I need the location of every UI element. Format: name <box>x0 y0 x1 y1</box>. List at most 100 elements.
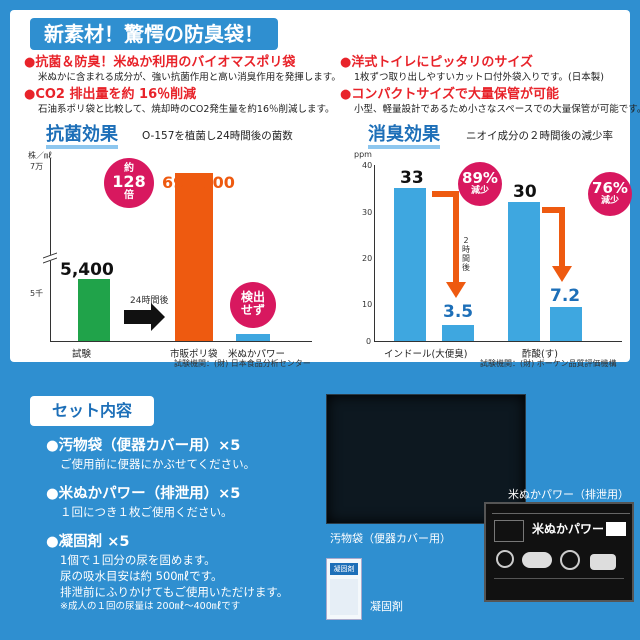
set-item-1: ●汚物袋（便器カバー用）×5 ご使用前に便器にかぶせてください。 <box>46 436 255 472</box>
label-indole: インドール(大便臭) <box>384 349 468 360</box>
label-acetic-before: 30 <box>513 182 537 202</box>
feature-1: ●抗菌＆防臭！米ぬか利用のバイオマスポリ袋 米ぬかに含まれる成分が、強い抗菌作用… <box>24 54 341 85</box>
feature-2-desc: 石油系ポリ袋と比較して、焼却時のCO2発生量を約16％削減します。 <box>38 104 335 115</box>
bar-indole-before <box>394 188 426 341</box>
deodor-title: 消臭効果 <box>368 120 440 149</box>
feature-2-title: ●CO2 排出量を約 16％削減 <box>24 87 197 102</box>
gel-packet-label: 凝固剤 <box>330 563 358 575</box>
set-item-3-line-3: 排泄前にふりかけてもご使用いただけます。 <box>60 585 289 599</box>
antibac-unit: 株／㎖ <box>28 151 52 160</box>
package-illustration-1 <box>496 550 514 568</box>
set-item-1-title: ●汚物袋（便器カバー用）×5 <box>46 438 241 454</box>
badge-line-1: 検出 <box>240 290 265 304</box>
set-item-3-line-1: 1個で１回分の尿を固めます。 <box>60 553 216 567</box>
feature-1-title: ●抗菌＆防臭！米ぬか利用のバイオマスポリ袋 <box>24 55 296 70</box>
not-detected-badge: 検出 せず <box>230 282 276 328</box>
package-label <box>606 522 626 536</box>
set-item-1-line: ご使用前に便器にかぶせてください。 <box>60 457 256 471</box>
banner-title: 新素材！驚愕の防臭袋！ <box>30 18 278 50</box>
deodor-tick-40: 40 <box>362 161 373 170</box>
label-2h: 2 時 間 後 <box>462 236 470 272</box>
feature-panel: 新素材！驚愕の防臭袋！ ●抗菌＆防臭！米ぬか利用のバイオマスポリ袋 米ぬかに含ま… <box>10 10 640 368</box>
set-item-2: ●米ぬかパワー（排泄用）×5 １回につき１枚ご使用ください。 <box>46 484 240 520</box>
package-text-block <box>494 520 524 542</box>
caption-komenuka: 米ぬかパワー（排泄用） <box>508 488 629 501</box>
label-market-value: 690,000 <box>162 173 235 192</box>
feature-3-desc: 1枚ずつ取り出しやすいカットロ付外袋入りです。(日本製) <box>354 72 604 83</box>
feature-2: ●CO2 排出量を約 16％削減 石油系ポリ袋と比較して、焼却時のCO2発生量を… <box>24 86 335 117</box>
feature-4: ●コンパクトサイズで大量保管が可能 小型、軽量設計であるため小さなスペースでの大… <box>340 86 640 117</box>
antibac-subtitle: O-157を植菌し24時間後の菌数 <box>142 130 293 142</box>
komenuka-package-image: 米ぬかパワー <box>484 502 634 602</box>
deodor-tick-0: 0 <box>366 337 372 346</box>
set-item-3-note: ※成人の１回の尿量は 200㎖～400㎖です <box>60 601 241 612</box>
label-2h-4: 後 <box>462 263 470 272</box>
arrow-shaft <box>124 310 152 324</box>
decrease-arrow-acetic-icon <box>542 207 572 282</box>
label-2h-3: 間 <box>462 254 470 263</box>
label-indole-before: 33 <box>400 168 424 188</box>
badge-line-2: せず <box>240 303 265 317</box>
antibac-tick-top: 7万 <box>30 162 44 171</box>
label-24h: 24時間後 <box>130 296 169 306</box>
badge-approx: 約 <box>124 163 134 174</box>
label-test-value: 5,400 <box>60 260 114 280</box>
set-item-2-line: １回につき１枚ご使用ください。 <box>60 505 233 519</box>
package-illustration-4 <box>590 554 616 570</box>
feature-3: ●洋式トイレにピッタリのサイズ 1枚ずつ取り出しやすいカットロ付外袋入りです。(… <box>340 54 604 85</box>
label-2h-1: 2 <box>463 236 469 245</box>
deodor-tick-30: 30 <box>362 208 373 217</box>
caption-waste-bag: 汚物袋（便器カバー用） <box>330 532 451 545</box>
bar-komenuka <box>236 334 270 341</box>
badge-76-pct: 76% <box>592 179 628 197</box>
antibac-y-axis <box>50 158 51 342</box>
bar-acetic-after <box>550 307 582 341</box>
package-illustration-2 <box>522 552 552 568</box>
times-128-badge: 約 128 倍 <box>104 158 154 208</box>
antibac-tick-mid: 5千 <box>30 289 44 298</box>
badge-76-word: 減少 <box>600 196 619 206</box>
badge-89-pct: 89% <box>462 169 498 187</box>
label-indole-after: 3.5 <box>443 302 474 322</box>
package-footer <box>494 578 624 592</box>
deodor-y-axis <box>374 165 375 342</box>
deodor-subtitle: ニオイ成分の２時間後の減少率 <box>466 130 613 142</box>
badge-89-word: 減少 <box>470 186 489 196</box>
decrease-arrow-indole-icon <box>432 191 466 298</box>
set-item-3: ●凝固剤 ×5 1個で１回分の尿を固めます。 尿の吸水目安は約 500㎖です。 … <box>46 532 288 614</box>
set-item-3-line-2: 尿の吸水目安は約 500㎖です。 <box>60 569 223 583</box>
deodor-unit: ppm <box>354 150 372 159</box>
package-illustration-3 <box>560 550 580 570</box>
package-header-line <box>492 508 630 514</box>
set-item-3-title: ●凝固剤 ×5 <box>46 534 130 550</box>
badge-times: 倍 <box>124 190 134 201</box>
deodor-tick-20: 20 <box>362 254 373 263</box>
deodor-x-axis <box>374 341 622 342</box>
antibac-title: 抗菌効果 <box>46 120 118 149</box>
label-test: 試験 <box>72 349 92 360</box>
deodor-tick-10: 10 <box>362 300 373 309</box>
deodor-source: 試験機関：(財) ボーケン品質評価機構 <box>480 359 617 368</box>
antibac-x-axis <box>50 341 312 342</box>
label-acetic: 酢酸(す) <box>522 349 558 360</box>
gel-packet-image: 凝固剤 <box>326 558 362 620</box>
antibac-source: 試験機関：(財) 日本食品分析センター <box>174 359 311 368</box>
label-acetic-after: 7.2 <box>550 286 581 306</box>
label-2h-2: 時 <box>462 245 470 254</box>
reduction-89-badge: 89% 減少 <box>458 162 502 206</box>
package-title: 米ぬかパワー <box>532 522 605 536</box>
bar-test <box>78 279 110 341</box>
label-komenuka: 米ぬかパワー <box>228 349 286 360</box>
label-market: 市販ポリ袋 <box>170 349 218 360</box>
set-title: セット内容 <box>30 396 154 426</box>
right-arrow-icon <box>151 303 165 331</box>
set-item-2-title: ●米ぬかパワー（排泄用）×5 <box>46 486 241 502</box>
reduction-76-badge: 76% 減少 <box>588 172 632 216</box>
feature-4-title: ●コンパクトサイズで大量保管が可能 <box>340 87 559 102</box>
bar-indole-after <box>442 325 474 341</box>
feature-1-desc: 米ぬかに含まれる成分が、強い抗菌作用と高い消臭作用を発揮します。 <box>38 72 341 83</box>
caption-gel: 凝固剤 <box>370 600 403 613</box>
gel-packet-body <box>330 579 358 615</box>
bar-acetic-before <box>508 202 540 341</box>
feature-4-desc: 小型、軽量設計であるため小さなスペースでの大量保管が可能です。 <box>354 104 640 115</box>
